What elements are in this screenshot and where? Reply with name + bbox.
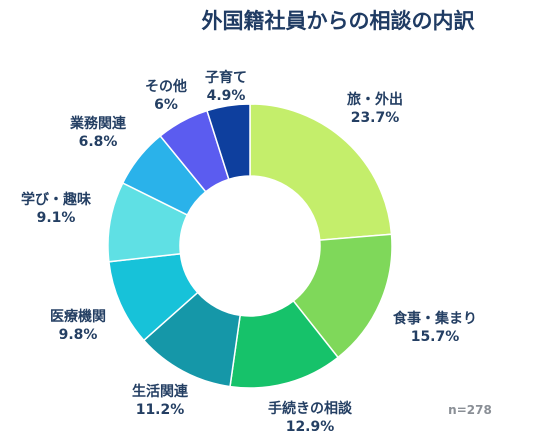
slice-value-7: 6.8% — [79, 134, 118, 150]
slice-label-4: 生活関連 — [132, 383, 189, 400]
slice-value-4: 11.2% — [136, 402, 185, 418]
slice-2 — [292, 233, 393, 359]
sample-size-note: n=278 — [448, 403, 492, 417]
slice-value-8: 6% — [154, 97, 178, 113]
slice-label-1: 旅・外出 — [347, 91, 403, 108]
slice-value-5: 9.8% — [59, 327, 98, 343]
slice-value-6: 9.1% — [37, 210, 76, 226]
slice-value-3: 12.9% — [286, 419, 335, 435]
slice-1 — [249, 103, 393, 241]
slice-value-9: 4.9% — [207, 88, 246, 104]
chart-title: 外国籍社員からの相談の内訳 — [202, 9, 476, 33]
labels-group: 旅・外出 23.7% 食事・集まり 15.7% 手続きの相談 12.9% 生活関連 11.2%… — [21, 69, 477, 435]
slice-value-1: 23.7% — [351, 110, 400, 126]
slice-label-2: 食事・集まり — [393, 310, 477, 327]
slice-label-6: 学び・趣味 — [21, 191, 91, 208]
slice-label-3: 手続きの相談 — [268, 400, 353, 417]
slices-group — [107, 103, 393, 389]
slice-label-9: 子育て — [205, 69, 247, 86]
slice-label-8: その他 — [145, 78, 187, 95]
slice-label-7: 業務関連 — [69, 115, 127, 132]
slice-label-5: 医療機関 — [50, 308, 106, 325]
slice-9 — [206, 103, 251, 181]
slice-value-2: 15.7% — [411, 329, 460, 345]
